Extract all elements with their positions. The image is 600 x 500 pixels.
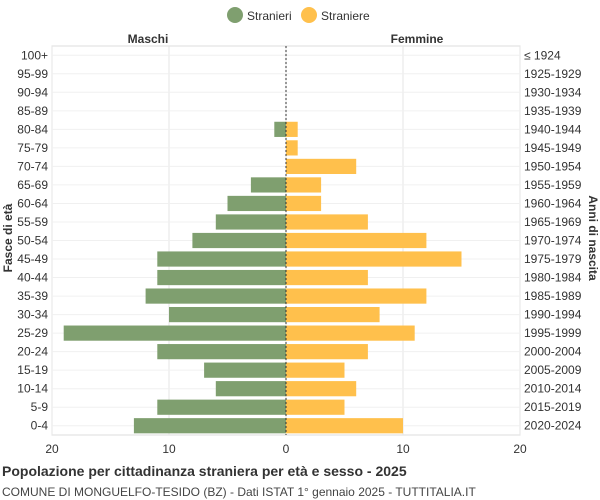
header-maschi: Maschi xyxy=(128,32,169,46)
age-label: 95-99 xyxy=(17,67,48,81)
bar-male-10-14 xyxy=(215,381,286,397)
bar-male-30-34 xyxy=(169,307,286,323)
age-label: 10-14 xyxy=(17,382,48,396)
age-label: 25-29 xyxy=(17,326,48,340)
bar-male-5-9 xyxy=(157,399,286,415)
bar-female-45-49 xyxy=(286,251,462,267)
birth-year-label: 2020-2024 xyxy=(524,419,582,433)
header-femmine: Femmine xyxy=(391,32,444,46)
y-axis-title-right: Anni di nascita xyxy=(586,195,600,281)
birth-year-label: 2000-2004 xyxy=(524,345,582,359)
age-labels: 100+ 95-99 90-94 85-89 80-84 75-79 70-74 65-69 6… xyxy=(17,48,48,432)
birth-year-label: 1970-1974 xyxy=(524,234,582,248)
age-label: 100+ xyxy=(21,48,48,62)
bar-female-75-79 xyxy=(286,140,298,156)
age-label: 30-34 xyxy=(17,308,48,322)
population-pyramid-chart: Stranieri Straniere Maschi Femmine 100+ 9… xyxy=(1,7,600,456)
bar-female-15-19 xyxy=(286,362,345,378)
age-label: 20-24 xyxy=(17,345,48,359)
age-label: 85-89 xyxy=(17,104,48,118)
bars xyxy=(63,121,462,434)
age-label: 45-49 xyxy=(17,252,48,266)
bar-male-60-64 xyxy=(227,195,286,212)
birth-year-label: 1960-1964 xyxy=(524,196,582,210)
legend: Stranieri Straniere xyxy=(227,7,370,23)
bar-female-60-64 xyxy=(286,195,322,212)
age-label: 70-74 xyxy=(17,159,48,173)
age-label: 50-54 xyxy=(17,234,48,248)
bar-male-15-19 xyxy=(204,362,286,378)
birth-year-label: 2015-2019 xyxy=(524,400,582,414)
bar-female-20-24 xyxy=(286,344,368,360)
bar-female-80-84 xyxy=(286,121,298,137)
bar-female-0-4 xyxy=(286,418,403,434)
legend-male-label: Stranieri xyxy=(247,9,292,23)
bar-male-20-24 xyxy=(157,344,286,360)
age-label: 75-79 xyxy=(17,141,48,155)
birth-year-label: 2010-2014 xyxy=(524,382,582,396)
bar-female-55-59 xyxy=(286,214,368,230)
age-label: 60-64 xyxy=(17,196,48,210)
bar-female-35-39 xyxy=(286,288,427,304)
bar-female-5-9 xyxy=(286,399,345,415)
birth-year-label: 1925-1929 xyxy=(524,67,582,81)
birth-year-label: 1940-1944 xyxy=(524,122,582,136)
age-label: 0-4 xyxy=(31,419,49,433)
x-tick-labels: 20 10 0 10 20 xyxy=(45,442,527,456)
birth-year-label: 1950-1954 xyxy=(524,159,582,173)
bar-female-70-74 xyxy=(286,158,357,174)
age-label: 80-84 xyxy=(17,122,48,136)
birth-year-label: 2005-2009 xyxy=(524,363,582,377)
bar-male-25-29 xyxy=(63,325,287,341)
y-axis-title-left: Fasce di età xyxy=(1,203,15,272)
bar-male-65-69 xyxy=(250,177,286,193)
birth-year-label: 1945-1949 xyxy=(524,141,582,155)
birth-year-label: 1995-1999 xyxy=(524,326,582,340)
x-tick-label: 20 xyxy=(513,442,527,456)
legend-female-label: Straniere xyxy=(321,9,370,23)
legend-male-swatch xyxy=(227,7,243,23)
bar-male-40-44 xyxy=(157,269,286,286)
bar-male-45-49 xyxy=(157,251,286,267)
birth-year-labels: ≤ 1924 1925-1929 1930-1934 1935-1939 1940-19… xyxy=(524,48,582,432)
age-label: 55-59 xyxy=(17,215,48,229)
birth-year-label: 1955-1959 xyxy=(524,178,582,192)
birth-year-label: 1980-1984 xyxy=(524,271,582,285)
x-tick-label: 10 xyxy=(396,442,410,456)
age-label: 65-69 xyxy=(17,178,48,192)
bar-female-40-44 xyxy=(286,269,368,286)
birth-year-label: 1965-1969 xyxy=(524,215,582,229)
birth-year-label: 1930-1934 xyxy=(524,85,582,99)
age-label: 90-94 xyxy=(17,85,48,99)
bar-female-65-69 xyxy=(286,177,322,193)
birth-year-label: 1935-1939 xyxy=(524,104,582,118)
age-label: 35-39 xyxy=(17,289,48,303)
birth-year-label: 1975-1979 xyxy=(524,252,582,266)
bar-male-50-54 xyxy=(192,232,286,249)
bar-male-35-39 xyxy=(145,288,286,304)
x-tick-label: 10 xyxy=(162,442,176,456)
legend-female-swatch xyxy=(301,7,317,23)
bar-female-10-14 xyxy=(286,381,357,397)
x-tick-label: 20 xyxy=(45,442,59,456)
bar-male-0-4 xyxy=(133,418,286,434)
bar-female-25-29 xyxy=(286,325,415,341)
bar-female-30-34 xyxy=(286,307,380,323)
age-label: 15-19 xyxy=(17,363,48,377)
bar-male-55-59 xyxy=(215,214,286,230)
caption-title: Popolazione per cittadinanza straniera p… xyxy=(2,463,407,479)
age-label: 40-44 xyxy=(17,271,48,285)
x-tick-label: 0 xyxy=(283,442,290,456)
birth-year-label: 1985-1989 xyxy=(524,289,582,303)
age-label: 5-9 xyxy=(31,400,49,414)
bar-female-50-54 xyxy=(286,232,427,249)
caption-subtitle: COMUNE DI MONGUELFO-TESIDO (BZ) - Dati I… xyxy=(2,485,476,499)
bar-male-80-84 xyxy=(274,121,286,137)
birth-year-label: 1990-1994 xyxy=(524,308,582,322)
birth-year-label: ≤ 1924 xyxy=(524,48,561,62)
